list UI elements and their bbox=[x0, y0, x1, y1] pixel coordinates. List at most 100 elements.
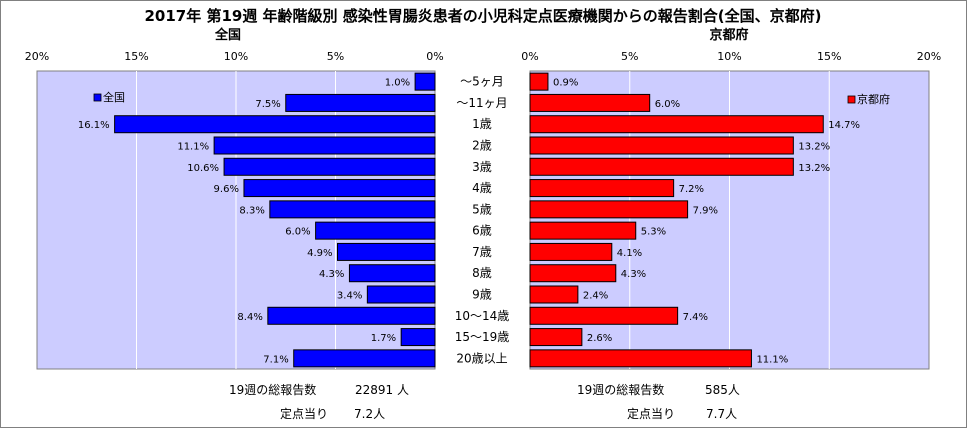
kyoto-bar bbox=[529, 115, 824, 134]
national-bar bbox=[293, 349, 436, 368]
national-bar bbox=[243, 179, 436, 198]
kyoto-bar bbox=[529, 221, 637, 240]
kyoto-data-label: 11.1% bbox=[756, 354, 788, 365]
age-category-label: 8歳 bbox=[472, 266, 492, 280]
kyoto-bar bbox=[529, 264, 617, 283]
age-category-labels: ～5ヶ月 ～11ヶ月 1歳 2歳 3歳 4歳 5歳 6歳 7歳 8歳 9歳 10～14歳 15～19歳 2… bbox=[455, 75, 510, 366]
kyoto-bar bbox=[529, 306, 679, 325]
kyoto-per-value: 7.7人 bbox=[706, 407, 737, 421]
national-tick-labels: 20% 15% 10% 5% 0% bbox=[25, 50, 444, 63]
kyoto-bar bbox=[529, 285, 579, 304]
kyoto-bar bbox=[529, 157, 794, 176]
national-total-label: 19週の総報告数 bbox=[229, 382, 316, 397]
national-data-label: 1.7% bbox=[371, 333, 396, 344]
national-bar bbox=[285, 93, 436, 112]
age-category-label: 3歳 bbox=[472, 160, 492, 174]
age-category-label: 20歳以上 bbox=[456, 351, 507, 365]
national-total-value: 22891 人 bbox=[355, 383, 409, 397]
kyoto-per-label: 定点当り bbox=[627, 406, 675, 421]
national-legend-swatch bbox=[93, 93, 102, 102]
national-bar bbox=[114, 115, 436, 134]
age-category-label: 2歳 bbox=[472, 139, 492, 153]
kyoto-tick-label: 0% bbox=[521, 50, 538, 63]
national-bar bbox=[223, 157, 436, 176]
chart-title: 2017年 第19週 年齢階級別 感染性胃腸炎患者の小児科定点医療機関からの報告… bbox=[144, 7, 821, 25]
national-tick-label: 10% bbox=[224, 50, 248, 63]
kyoto-panel-title: 京都府 bbox=[709, 27, 748, 43]
kyoto-data-label: 13.2% bbox=[798, 163, 830, 174]
national-data-label: 6.0% bbox=[285, 227, 310, 238]
national-bar bbox=[414, 72, 436, 91]
national-bar bbox=[348, 264, 436, 283]
national-per-value: 7.2人 bbox=[354, 407, 385, 421]
national-per-label: 定点当り bbox=[280, 406, 328, 421]
national-tick-label: 15% bbox=[124, 50, 148, 63]
national-bar bbox=[315, 221, 436, 240]
kyoto-data-label: 7.2% bbox=[679, 184, 704, 195]
kyoto-legend: 京都府 bbox=[847, 92, 890, 106]
national-data-label: 7.5% bbox=[255, 99, 280, 110]
national-data-label: 4.3% bbox=[319, 269, 344, 280]
kyoto-tick-label: 20% bbox=[917, 50, 941, 63]
kyoto-total-label: 19週の総報告数 bbox=[577, 382, 664, 397]
national-tick-label: 5% bbox=[327, 50, 344, 63]
kyoto-data-label: 4.3% bbox=[621, 269, 646, 280]
kyoto-data-label: 14.7% bbox=[828, 120, 860, 131]
age-category-label: 15～19歳 bbox=[455, 330, 510, 344]
kyoto-data-label: 7.4% bbox=[683, 312, 708, 323]
national-bars: 1.0% 7.5% 16.1% 11.1% 10.6% 9.6%8.3% 6.0% 4.9% 4… bbox=[78, 72, 436, 368]
age-category-label: ～11ヶ月 bbox=[456, 96, 507, 110]
national-bar bbox=[269, 200, 436, 219]
national-data-label: 10.6% bbox=[187, 163, 219, 174]
kyoto-bar bbox=[529, 136, 794, 155]
national-data-label: 8.3% bbox=[239, 205, 264, 216]
national-data-label: 9.6% bbox=[214, 184, 239, 195]
national-data-label: 7.1% bbox=[263, 354, 288, 365]
national-data-label: 1.0% bbox=[385, 78, 410, 89]
kyoto-total-value: 585人 bbox=[705, 383, 740, 397]
kyoto-bar bbox=[529, 242, 613, 261]
kyoto-legend-label: 京都府 bbox=[857, 92, 890, 106]
age-category-label: 5歳 bbox=[472, 202, 492, 216]
kyoto-bar bbox=[529, 93, 651, 112]
national-bar bbox=[267, 306, 436, 325]
national-bar bbox=[213, 136, 436, 155]
kyoto-data-label: 2.4% bbox=[583, 291, 608, 302]
national-legend: 全国 bbox=[93, 90, 125, 104]
national-data-label: 3.4% bbox=[337, 291, 362, 302]
kyoto-legend-swatch bbox=[847, 95, 856, 104]
national-bar bbox=[400, 328, 436, 347]
age-category-label: 6歳 bbox=[472, 224, 492, 238]
age-category-label: 9歳 bbox=[472, 288, 492, 302]
kyoto-tick-label: 5% bbox=[621, 50, 638, 63]
kyoto-bars: 0.9% 6.0% 14.7% 13.2% 13.2% 7.2% 7.9% 5.3% 4.1% 4… bbox=[529, 72, 860, 368]
kyoto-bar bbox=[529, 72, 549, 91]
kyoto-bar bbox=[529, 349, 752, 368]
kyoto-tick-label: 15% bbox=[817, 50, 841, 63]
kyoto-bar bbox=[529, 179, 675, 198]
kyoto-data-label: 13.2% bbox=[798, 142, 830, 153]
kyoto-data-label: 0.9% bbox=[553, 78, 578, 89]
age-category-label: ～5ヶ月 bbox=[460, 75, 504, 89]
national-tick-label: 0% bbox=[426, 50, 443, 63]
kyoto-tick-labels: 0% 5% 10% 15% 20% bbox=[521, 50, 941, 63]
national-panel-title: 全国 bbox=[214, 27, 241, 43]
national-data-label: 8.4% bbox=[237, 312, 262, 323]
kyoto-data-label: 4.1% bbox=[617, 248, 642, 259]
national-data-label: 4.9% bbox=[307, 248, 332, 259]
age-category-label: 4歳 bbox=[472, 181, 492, 195]
kyoto-bar bbox=[529, 200, 689, 219]
national-tick-label: 20% bbox=[25, 50, 49, 63]
kyoto-data-label: 7.9% bbox=[693, 205, 718, 216]
national-bar bbox=[336, 242, 436, 261]
kyoto-data-label: 5.3% bbox=[641, 227, 666, 238]
kyoto-bar bbox=[529, 328, 583, 347]
age-category-label: 10～14歳 bbox=[455, 309, 510, 323]
national-data-label: 16.1% bbox=[78, 120, 110, 131]
age-category-label: 1歳 bbox=[472, 117, 492, 131]
national-bar bbox=[366, 285, 436, 304]
kyoto-tick-label: 10% bbox=[717, 50, 741, 63]
kyoto-data-label: 2.6% bbox=[587, 333, 612, 344]
national-data-label: 11.1% bbox=[177, 142, 209, 153]
